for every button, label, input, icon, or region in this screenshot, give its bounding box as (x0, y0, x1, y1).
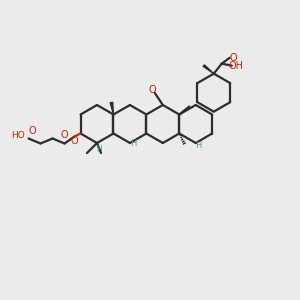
Text: O: O (61, 130, 68, 140)
Text: O: O (148, 85, 156, 95)
Text: OH: OH (228, 61, 243, 70)
Text: H: H (96, 145, 102, 154)
Polygon shape (203, 65, 214, 74)
Text: O: O (230, 53, 238, 63)
Text: HO: HO (11, 131, 25, 140)
Text: O: O (71, 136, 78, 146)
Text: H: H (130, 139, 136, 148)
Text: O: O (29, 127, 36, 136)
Text: H: H (196, 140, 202, 149)
Polygon shape (110, 102, 113, 115)
